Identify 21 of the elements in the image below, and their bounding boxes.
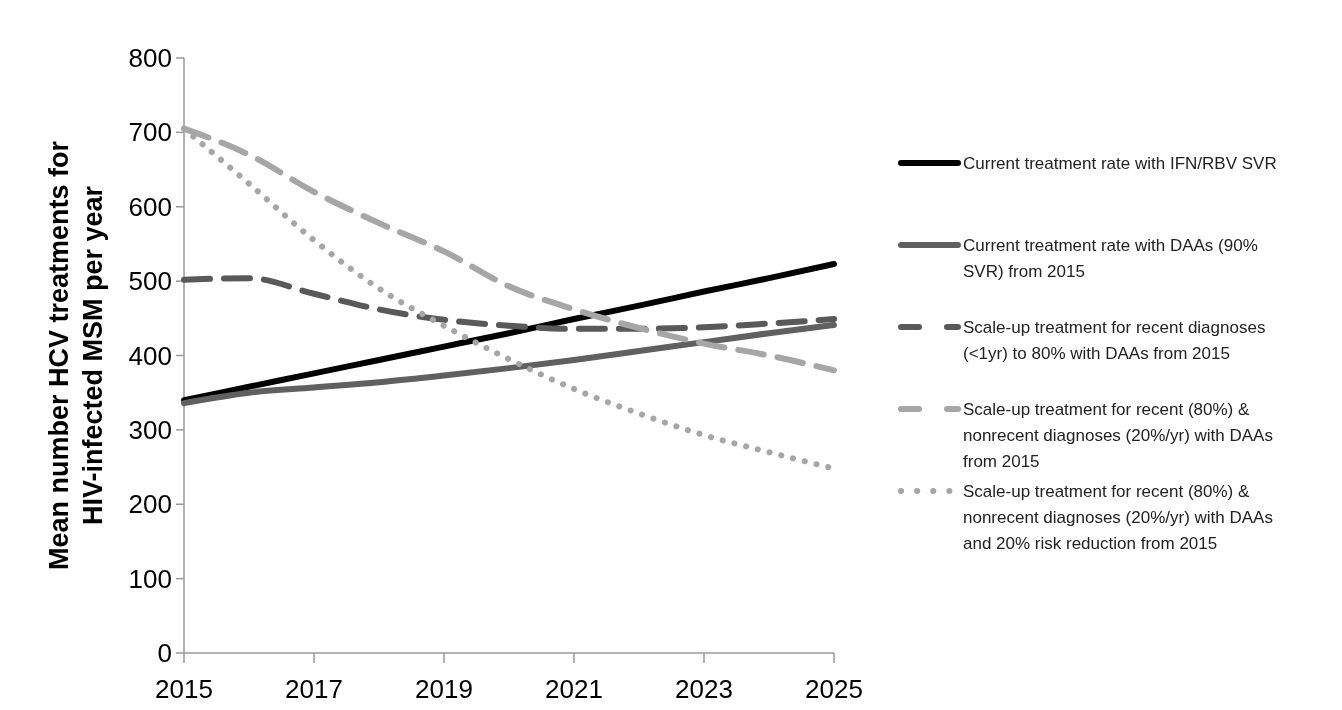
- x-tick-label: 2019: [415, 674, 473, 704]
- legend-label: Scale-up treatment for recent diagnoses (<1yr) to 80% with DAAs from 2015: [963, 318, 1266, 363]
- y-tick-label: 700: [128, 117, 172, 148]
- x-tick-label: 2021: [545, 674, 603, 704]
- y-tick-label: 400: [128, 340, 172, 371]
- y-tick-label: 200: [128, 489, 172, 520]
- y-tick-label: 300: [128, 414, 172, 445]
- legend-label: Scale-up treatment for recent (80%) & nonrecent diagnoses (20%/yr) with DAAs from 2015: [963, 400, 1273, 471]
- y-axis-title: Mean number HCV treatments for HIV-infected MSM per year: [44, 140, 108, 571]
- y-tick-label: 0: [157, 638, 172, 669]
- y-tick-label: 100: [128, 563, 172, 594]
- x-tick-label: 2017: [285, 674, 343, 704]
- legend-label: Scale-up treatment for recent (80%) & nonrecent diagnoses (20%/yr) with DAAs and 20% risk reduction from 2015: [963, 482, 1273, 553]
- legend-label: Current treatment rate with IFN/RBV SVR: [963, 154, 1277, 173]
- y-tick-label: 500: [128, 266, 172, 297]
- x-tick-label: 2015: [155, 674, 213, 704]
- y-tick-label: 800: [128, 43, 172, 74]
- legend-label: Current treatment rate with DAAs (90% SVR) from 2015: [963, 236, 1258, 281]
- x-tick-label: 2025: [805, 674, 863, 704]
- y-tick-label: 600: [128, 191, 172, 222]
- x-tick-label: 2023: [675, 674, 733, 704]
